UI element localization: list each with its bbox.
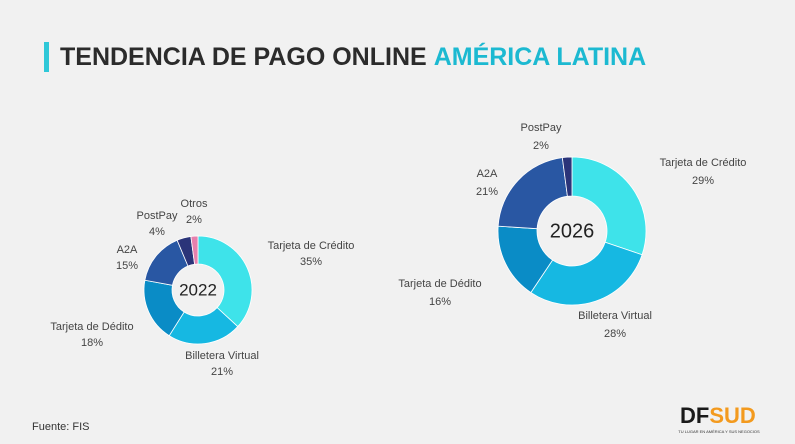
slice-value: 21% [211,366,233,378]
slice [497,157,568,230]
slice-label: Tarjeta de Crédito [268,240,355,252]
title: TENDENCIA DE PAGO ONLINE AMÉRICA LATINA [60,42,646,71]
slice-label: Otros [181,198,208,210]
center-label: 2026 [550,220,595,242]
title-highlight: AMÉRICA LATINA [434,42,646,71]
slice-value: 21% [476,186,498,198]
slice-value: 35% [300,256,322,268]
slice [190,235,199,265]
slice [571,156,647,256]
source: Fuente: FIS [32,421,89,433]
slice-label: A2A [117,244,138,256]
slice-value: 15% [116,260,138,272]
slice-value: 29% [692,175,714,187]
center-label: 2022 [179,280,217,299]
slice-value: 2% [533,140,549,152]
title-bar [44,42,49,72]
slice [561,156,573,197]
slice-value: 4% [149,226,165,238]
title-main: TENDENCIA DE PAGO ONLINE [60,43,427,71]
slice-value: 16% [429,296,451,308]
logo-left: DF [680,403,709,428]
slice-value: 2% [186,214,202,226]
slice-label: PostPay [521,122,562,134]
slice-label: Tarjeta de Dédito [398,278,481,290]
logo: DFSUD [680,403,756,428]
logo-right: SUD [709,403,755,428]
slice [197,235,253,328]
logo-tagline: TU LUGAR EN AMÉRICA Y SUS NEGOCIOS [678,429,760,434]
slice-label: Billetera Virtual [185,350,259,362]
slice-label: Billetera Virtual [578,310,652,322]
slice-value: 28% [604,328,626,340]
slice-label: A2A [477,168,498,180]
slice-label: Tarjeta de Dédito [50,321,133,333]
slice-value: 18% [81,337,103,349]
slice-label: Tarjeta de Crédito [660,157,747,169]
slice-label: PostPay [137,210,178,222]
slice [530,241,643,306]
